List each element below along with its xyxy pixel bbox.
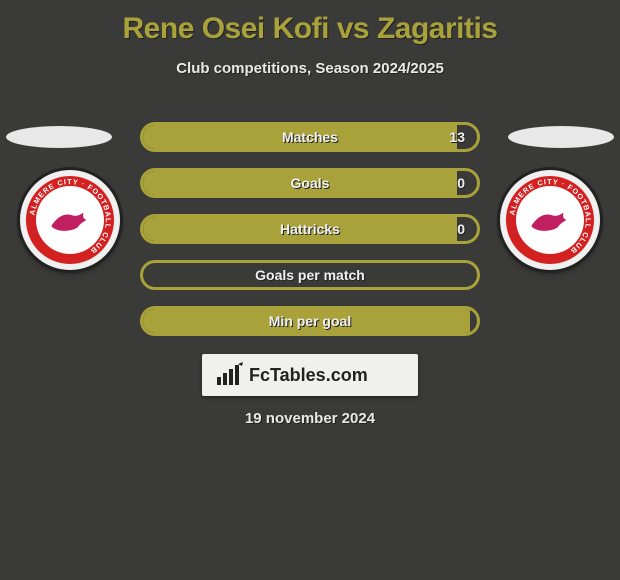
stat-bar-value: 13 xyxy=(449,125,465,149)
stat-bar-label: Goals xyxy=(143,171,477,195)
brand-box: FcTables.com xyxy=(202,354,418,396)
stat-bar-value: 0 xyxy=(457,217,465,241)
bird-icon xyxy=(527,205,573,235)
stat-bar-goals: Goals 0 xyxy=(140,168,480,198)
stat-bar-label: Min per goal xyxy=(143,309,477,333)
stat-bar-min-per-goal: Min per goal xyxy=(140,306,480,336)
stat-bar-value: 0 xyxy=(457,171,465,195)
stat-bar-label: Hattricks xyxy=(143,217,477,241)
stat-bar-label: Goals per match xyxy=(143,263,477,287)
player-ellipse-left xyxy=(6,126,112,148)
fctables-logo: FcTables.com xyxy=(215,361,405,389)
page-title: Rene Osei Kofi vs Zagaritis xyxy=(0,0,620,46)
subtitle: Club competitions, Season 2024/2025 xyxy=(0,60,620,77)
player-ellipse-right xyxy=(508,126,614,148)
club-badge-right: ALMERE CITY · FOOTBALL CLUB xyxy=(500,170,600,270)
bird-icon xyxy=(47,205,93,235)
brand-text: FcTables.com xyxy=(249,365,368,385)
stat-bar-matches: Matches 13 xyxy=(140,122,480,152)
date-text: 19 november 2024 xyxy=(0,410,620,427)
stat-bar-hattricks: Hattricks 0 xyxy=(140,214,480,244)
stat-bars: Matches 13 Goals 0 Hattricks 0 Goals per… xyxy=(140,122,480,352)
stat-bar-goals-per-match: Goals per match xyxy=(140,260,480,290)
club-badge-left: ALMERE CITY · FOOTBALL CLUB xyxy=(20,170,120,270)
stat-bar-label: Matches xyxy=(143,125,477,149)
